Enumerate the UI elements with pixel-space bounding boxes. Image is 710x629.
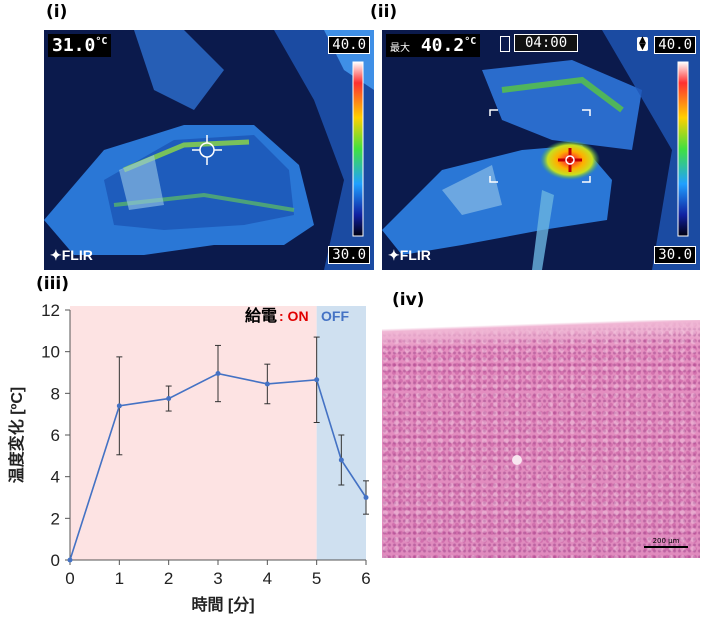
x-tick-label: 1 bbox=[115, 569, 124, 588]
y-tick-label: 8 bbox=[51, 384, 60, 403]
data-point bbox=[166, 396, 172, 402]
brand-logo: ✦FLIR bbox=[50, 247, 93, 264]
data-point bbox=[116, 403, 122, 409]
data-point bbox=[363, 495, 369, 500]
timer-readout: 04:00 bbox=[514, 34, 579, 52]
temperature-readout: 31.0°C bbox=[48, 34, 112, 57]
y-tick-label: 2 bbox=[51, 509, 60, 528]
x-axis-label: 時間 [分] bbox=[191, 595, 254, 614]
thermal-image-before: 31.0°C 40.0 30.0 ✦FLIR bbox=[44, 30, 374, 270]
max-temperature-readout: 最大 40.2°C bbox=[386, 34, 481, 57]
y-axis-label: 温度変化 [ºC] bbox=[7, 387, 26, 485]
region-on bbox=[70, 306, 317, 560]
region-off bbox=[316, 306, 366, 560]
panel-label-iv: (iv) bbox=[392, 290, 425, 310]
flir-logo-icon: ✦ bbox=[388, 247, 400, 263]
data-point bbox=[67, 557, 73, 563]
brand-text: FLIR bbox=[399, 247, 431, 263]
series-line bbox=[69, 372, 367, 561]
x-tick-label: 5 bbox=[312, 569, 321, 588]
color-scale-bar bbox=[352, 61, 364, 237]
brand-text: FLIR bbox=[61, 247, 93, 263]
recording-icon bbox=[500, 36, 510, 52]
annotation-on: : ON bbox=[279, 308, 309, 324]
panel-label-i: (i) bbox=[46, 2, 68, 22]
temperature-value: 31.0 bbox=[52, 35, 96, 56]
panel-label-iii: (iii) bbox=[36, 274, 70, 294]
color-scale-bar bbox=[677, 61, 689, 237]
scale-min-label: 30.0 bbox=[328, 246, 370, 264]
vessel-spot bbox=[512, 455, 522, 465]
y-tick-label: 4 bbox=[51, 468, 60, 487]
x-tick-label: 4 bbox=[263, 569, 272, 588]
thermal-image-heating: 最大 40.2°C 04:00 ▲ ▼ 40.0 30.0 ✦FLIR bbox=[382, 30, 700, 270]
histology-image: 200 μm bbox=[382, 320, 700, 558]
thermal-scene bbox=[44, 30, 374, 270]
max-temperature-value: 40.2 bbox=[420, 35, 465, 56]
sort-icon: ▲ ▼ bbox=[637, 36, 648, 52]
max-label: 最大 bbox=[390, 43, 410, 54]
y-tick-label: 12 bbox=[41, 301, 60, 320]
focus-brackets bbox=[489, 109, 591, 183]
thermal-scene-heating bbox=[382, 30, 700, 270]
data-point bbox=[215, 371, 221, 377]
scale-max-label: 40.0 bbox=[654, 36, 696, 54]
flir-logo-icon: ✦ bbox=[50, 247, 62, 263]
hotspot-crosshair-icon bbox=[558, 148, 582, 172]
y-tick-label: 6 bbox=[51, 426, 60, 445]
brand-logo: ✦FLIR bbox=[388, 247, 431, 264]
x-tick-label: 0 bbox=[65, 569, 74, 588]
scale-bar bbox=[644, 546, 688, 548]
y-tick-label: 10 bbox=[41, 343, 60, 362]
data-point bbox=[314, 377, 320, 383]
annotation-off: OFF bbox=[321, 308, 349, 324]
x-tick-label: 3 bbox=[213, 569, 222, 588]
scale-min-label: 30.0 bbox=[654, 246, 696, 264]
scale-bar-label: 200 μm bbox=[652, 537, 680, 545]
tissue-edge bbox=[382, 320, 700, 358]
y-tick-label: 0 bbox=[51, 551, 60, 570]
crosshair-icon bbox=[192, 135, 222, 165]
data-point bbox=[264, 381, 270, 387]
max-temperature-unit: °C bbox=[464, 36, 477, 47]
data-point bbox=[338, 457, 344, 463]
x-tick-label: 6 bbox=[361, 569, 370, 588]
x-tick-label: 2 bbox=[164, 569, 173, 588]
scale-max-label: 40.0 bbox=[328, 36, 370, 54]
annotation-prefix: 給電 bbox=[245, 306, 277, 325]
temperature-unit: °C bbox=[95, 36, 108, 47]
panel-label-ii: (ii) bbox=[370, 2, 398, 22]
